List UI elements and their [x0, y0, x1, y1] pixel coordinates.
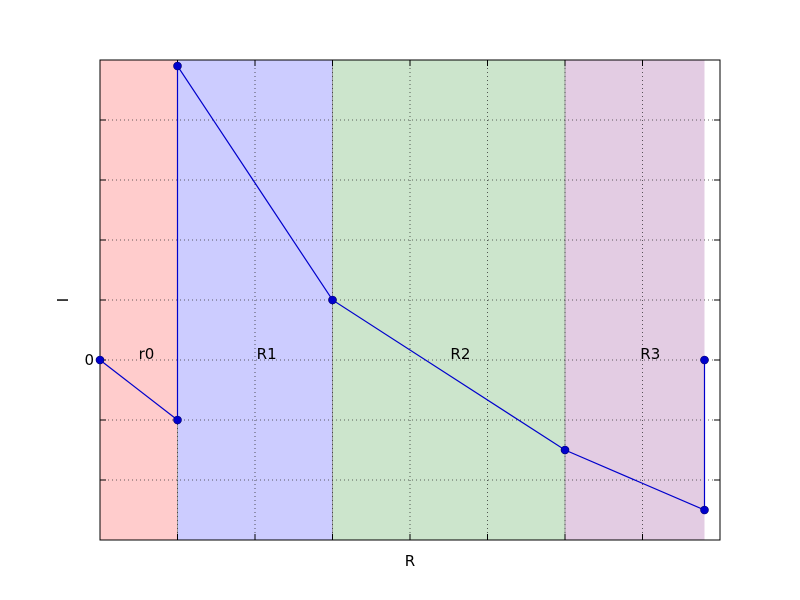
x-axis-label: R — [405, 552, 415, 570]
region-band-3 — [565, 60, 705, 540]
region-band-0 — [100, 60, 178, 540]
data-point-0-0 — [95, 355, 105, 365]
data-point-0-3 — [328, 295, 337, 305]
region-label-R1: R1 — [257, 345, 277, 363]
series-markers — [95, 61, 709, 515]
data-point-0-5 — [700, 505, 709, 515]
y-tick-label-0: 0 — [84, 351, 94, 369]
region-label-R3: R3 — [640, 345, 660, 363]
data-point-0-4 — [560, 445, 570, 455]
y-axis-label: I — [54, 298, 72, 302]
data-point-0-6 — [700, 355, 709, 365]
region-label-R2: R2 — [450, 345, 470, 363]
tick-labels: 0 — [84, 351, 94, 369]
region-bands — [99, 60, 705, 540]
data-point-0-1 — [173, 415, 182, 425]
data-point-0-2 — [173, 61, 182, 71]
region-label-r0: r0 — [139, 345, 155, 363]
region-labels: r0 R1 R2 R3 — [139, 345, 661, 363]
